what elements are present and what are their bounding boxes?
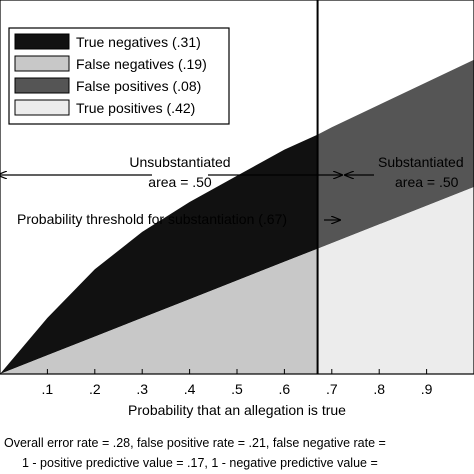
area-1 <box>0 134 318 374</box>
legend-label: False positives (.08) <box>76 78 201 94</box>
footnote-line-1: Overall error rate = .28, false positive… <box>4 436 386 450</box>
substantiated-area-label: area = .50 <box>395 174 459 190</box>
x-tick-label: .1 <box>42 381 54 397</box>
x-tick-label: .5 <box>231 381 243 397</box>
x-axis-label: Probability that an allegation is true <box>128 402 346 418</box>
area-3 <box>317 59 474 249</box>
unsubstantiated-label: Unsubstantiated <box>129 154 230 170</box>
legend-swatch <box>14 55 70 72</box>
x-tick-label: .8 <box>373 381 385 397</box>
x-axis-ticks: .1 .2 .3 .4 .5 .6 .7 .8 .9 <box>42 369 433 397</box>
area-2 <box>0 248 318 374</box>
unsubstantiated-area-label: area = .50 <box>148 174 212 190</box>
area-4 <box>317 187 474 374</box>
legend-swatch <box>14 33 70 50</box>
x-tick-label: .6 <box>279 381 291 397</box>
area-layers <box>0 59 474 374</box>
x-tick-label: .9 <box>421 381 433 397</box>
x-tick-label: .3 <box>136 381 148 397</box>
x-tick-label: .7 <box>326 381 338 397</box>
footnote-line-2: 1 - positive predictive value = .17, 1 -… <box>22 456 378 470</box>
legend-label: True negatives (.31) <box>76 34 201 50</box>
x-tick-label: .2 <box>89 381 101 397</box>
threshold-label: Probability threshold for substantiation… <box>17 211 287 227</box>
legend-swatch <box>14 99 70 116</box>
legend-label: False negatives (.19) <box>76 56 207 72</box>
legend-swatch <box>14 77 70 94</box>
legend: True negatives (.31) False negatives (.19… <box>8 27 230 125</box>
legend-label: True positives (.42) <box>76 100 195 116</box>
substantiated-label: Substantiated <box>378 154 464 170</box>
x-tick-label: .4 <box>184 381 196 397</box>
